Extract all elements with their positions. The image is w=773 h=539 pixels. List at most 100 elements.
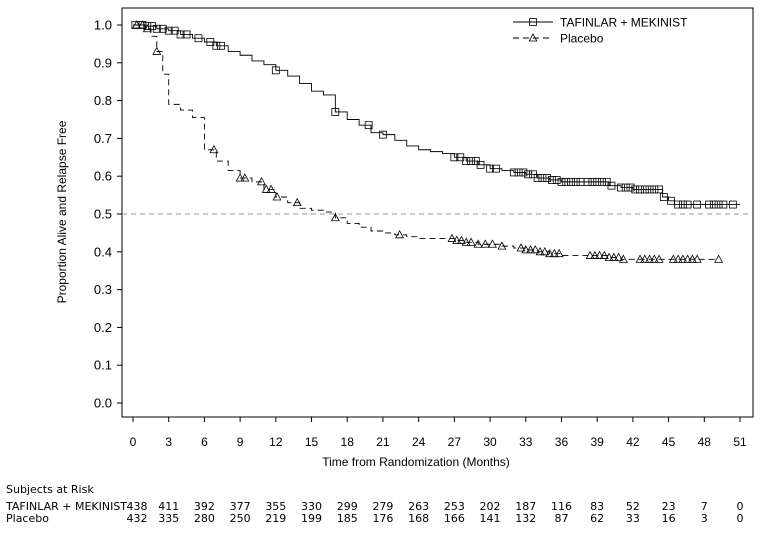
risk-count: 392 — [193, 500, 215, 513]
x-tick-label: 42 — [626, 435, 640, 449]
risk-count: 411 — [158, 500, 180, 513]
censor-marker — [533, 174, 542, 182]
censor-marker — [457, 235, 466, 244]
censor-marker — [450, 153, 459, 162]
survival-curve — [133, 24, 740, 205]
censor-marker — [138, 20, 147, 29]
censor-marker — [462, 157, 471, 165]
y-tick-label: 0.2 — [94, 320, 112, 335]
censor-marker — [466, 237, 476, 246]
risk-count: 355 — [265, 500, 287, 513]
x-tick-label: 0 — [130, 435, 137, 449]
risk-count: 263 — [408, 500, 430, 513]
x-tick-label: 18 — [341, 435, 355, 449]
y-tick-label: 0.4 — [94, 244, 112, 259]
censor-marker — [583, 177, 592, 186]
y-tick-label: 0.1 — [94, 358, 112, 373]
censor-marker — [461, 237, 471, 246]
censor-marker — [148, 22, 156, 31]
censor-marker — [552, 176, 561, 184]
y-tick-label: 0.8 — [94, 93, 112, 108]
risk-row-label: TAFINLAR + MEKINIST — [6, 500, 128, 513]
censor-marker — [640, 254, 650, 263]
legend-label: TAFINLAR + MEKINIST — [560, 16, 688, 30]
risk-count: 279 — [372, 500, 394, 513]
y-tick-label: 0.5 — [94, 207, 112, 222]
censor-marker — [614, 252, 624, 261]
censor-marker — [649, 254, 659, 263]
censor-marker — [595, 250, 605, 259]
censor-marker — [535, 246, 545, 256]
censor-marker — [674, 200, 683, 209]
censor-marker — [379, 130, 387, 139]
censor-marker — [650, 185, 659, 194]
y-tick-label: 0.6 — [94, 169, 112, 184]
x-tick-label: 30 — [483, 435, 497, 449]
censor-marker — [588, 177, 597, 186]
censor-marker — [271, 66, 280, 75]
censor-marker — [709, 200, 718, 209]
series-placebo — [132, 20, 724, 263]
censor-marker — [540, 246, 550, 256]
risk-count: 141 — [479, 512, 501, 525]
legend-triangle-marker — [528, 33, 538, 42]
legend-square-marker — [529, 18, 537, 26]
censor-marker — [158, 24, 167, 33]
censor-marker — [212, 41, 221, 50]
censor-marker — [530, 245, 540, 254]
censor-marker — [266, 184, 276, 193]
risk-count: 87 — [554, 512, 569, 525]
censor-marker — [509, 168, 518, 177]
censor-marker — [635, 254, 645, 263]
censor-marker — [655, 185, 663, 194]
censor-marker — [480, 239, 490, 248]
x-tick-label: 15 — [305, 435, 319, 449]
x-tick-label: 33 — [519, 435, 533, 449]
censor-marker — [621, 183, 630, 192]
risk-row-tafinlar: TAFINLAR + MEKINIST 438 411 392 377 355 330 29… — [6, 500, 766, 513]
censor-marker — [143, 22, 152, 31]
censor-marker — [476, 160, 485, 169]
censor-marker — [209, 144, 219, 154]
x-axis-label: Time from Randomization (Months) — [322, 455, 510, 469]
censor-marker — [240, 173, 250, 182]
censor-marker — [492, 164, 500, 173]
risk-count: 0 — [736, 500, 744, 513]
risk-count: 176 — [372, 512, 394, 525]
censor-marker — [640, 185, 649, 194]
censor-marker — [567, 177, 575, 186]
censor-marker — [261, 184, 271, 193]
risk-count: 202 — [479, 500, 501, 513]
censor-marker — [257, 177, 267, 186]
censor-marker — [631, 185, 640, 194]
censor-marker — [217, 41, 225, 50]
censor-marker — [678, 200, 687, 209]
risk-count: 253 — [443, 500, 465, 513]
censor-marker — [719, 200, 728, 209]
km-chart: 0.00.10.20.30.40.50.60.70.80.91.0 0 3 6 9 12… — [55, 7, 754, 469]
risk-count: 166 — [443, 512, 465, 525]
x-tick-label: 45 — [662, 435, 676, 449]
censor-marker — [473, 239, 483, 248]
risk-count: 335 — [158, 512, 180, 525]
censor-marker — [194, 34, 203, 43]
censor-marker — [604, 252, 614, 261]
risk-count: 330 — [301, 500, 323, 513]
censor-marker — [514, 168, 523, 177]
censor-marker — [152, 24, 161, 33]
risk-count: 16 — [661, 512, 676, 525]
censor-marker — [486, 164, 494, 173]
censor-marker — [607, 181, 616, 190]
censor-marker — [705, 200, 713, 209]
censor-marker — [714, 254, 724, 263]
x-tick-label: 12 — [269, 435, 283, 449]
risk-row-placebo: Placebo 432 335 280 250 219 199 185 176 168 166 14… — [6, 512, 766, 525]
censor-marker — [524, 170, 533, 179]
censor-marker — [668, 254, 678, 263]
censor-marker — [132, 20, 142, 29]
x-tick-label: 21 — [376, 435, 390, 449]
x-tick-label: 24 — [412, 435, 426, 449]
survival-curve — [133, 24, 717, 260]
censor-marker — [538, 174, 547, 182]
censor-marker — [683, 254, 693, 263]
